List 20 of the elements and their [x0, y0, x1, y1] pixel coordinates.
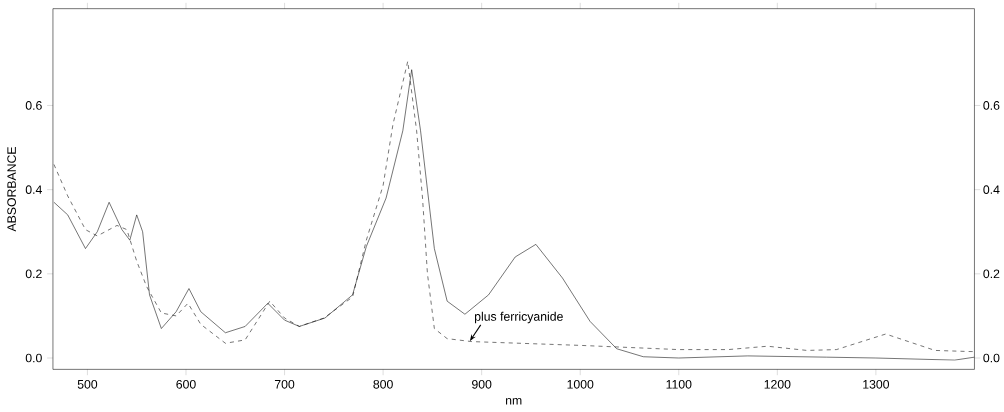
x-tick-label: 1300: [863, 380, 890, 389]
y2-tick-label: 0.6: [983, 101, 1000, 110]
y-tick-label: 0.2: [25, 269, 42, 279]
y-tick-label: 0.0: [25, 353, 42, 363]
y-axis-title: ABSORBANCE: [7, 147, 16, 232]
y2-tick-label: 0.4: [983, 185, 1000, 195]
x-tick-label: 900: [472, 380, 492, 389]
x-tick-label: 600: [176, 380, 196, 389]
y2-tick-label: 0.0: [983, 353, 1000, 363]
x-tick-label: 800: [373, 380, 393, 389]
y-tick-label: 0.4: [25, 185, 42, 195]
y-tick-label: 0.6: [25, 101, 42, 110]
y2-tick-label: 0.2: [983, 269, 1000, 279]
x-tick-label: 500: [77, 380, 98, 389]
x-axis-title: nm: [506, 398, 522, 405]
x-tick-label: 1100: [666, 380, 692, 389]
x-tick-label: 1200: [764, 380, 791, 389]
x-tick-label: 1000: [567, 380, 594, 389]
x-tick-label: 700: [274, 380, 295, 389]
annotation: plus ferricyanide: [474, 311, 563, 324]
